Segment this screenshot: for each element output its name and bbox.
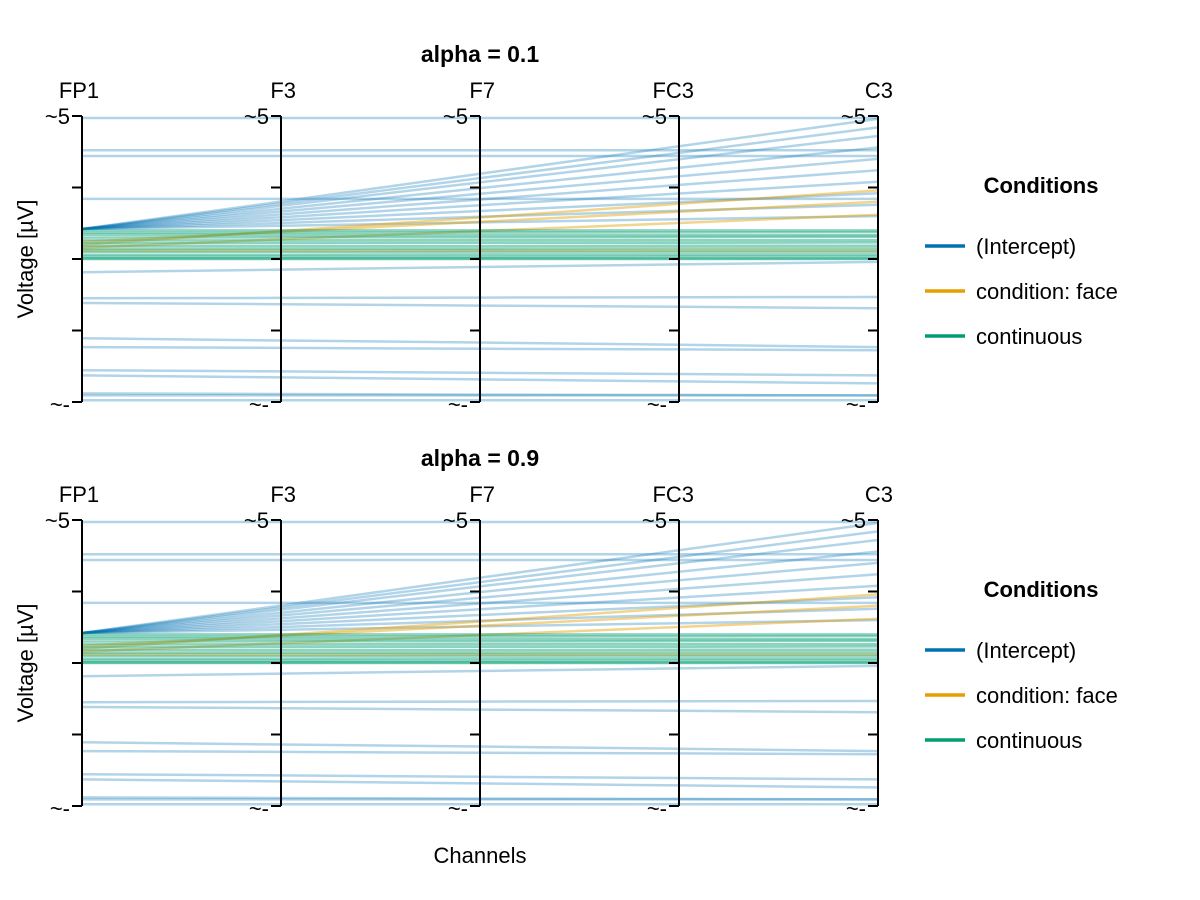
legend-item: (Intercept) — [925, 234, 1076, 259]
legend-label: (Intercept) — [976, 638, 1076, 663]
channel-label: FP1 — [59, 78, 99, 103]
channel-label: FC3 — [652, 482, 694, 507]
channel-axis-f7: F7~5 ~- — [443, 482, 495, 821]
tick-label-bottom: ~- — [846, 392, 866, 417]
tick-label-bottom: ~- — [647, 392, 667, 417]
tick-label-bottom: ~- — [647, 796, 667, 821]
panel-title: alpha = 0.1 — [421, 41, 539, 67]
channel-axis-fp1: FP1~5 ~- — [45, 482, 99, 821]
tick-label-top: ~5 — [244, 508, 269, 533]
channel-label: C3 — [865, 78, 893, 103]
legend-item: continuous — [925, 324, 1082, 349]
y-axis-label: Voltage [µV] — [13, 603, 38, 722]
channel-axis-f7: F7~5 ~- — [443, 78, 495, 417]
channel-label: F3 — [270, 78, 296, 103]
tick-label-top: ~5 — [45, 508, 70, 533]
legend-title: Conditions — [984, 577, 1099, 602]
legend-item: condition: face — [925, 683, 1118, 708]
tick-label-top: ~5 — [443, 104, 468, 129]
tick-label-bottom: ~- — [50, 796, 70, 821]
tick-label-top: ~5 — [642, 508, 667, 533]
channel-axis-c3: C3~5 ~- — [841, 482, 893, 821]
tick-label-bottom: ~- — [249, 392, 269, 417]
tick-label-top: ~5 — [841, 508, 866, 533]
legend-title: Conditions — [984, 173, 1099, 198]
tick-label-top: ~5 — [642, 104, 667, 129]
channel-label: F7 — [469, 482, 495, 507]
x-axis-label: Channels — [434, 843, 527, 868]
channel-label: F3 — [270, 482, 296, 507]
channel-axis-fc3: FC3~5 ~- — [642, 482, 694, 821]
tick-label-bottom: ~- — [448, 392, 468, 417]
channel-label: FC3 — [652, 78, 694, 103]
channel-axis-f3: F3~5 ~- — [244, 482, 296, 821]
legend-label: continuous — [976, 324, 1082, 349]
channel-axis-fc3: FC3~5 ~- — [642, 78, 694, 417]
tick-label-bottom: ~- — [448, 796, 468, 821]
tick-label-top: ~5 — [841, 104, 866, 129]
legend: Conditions (Intercept) condition: face cont… — [925, 173, 1118, 349]
legend-label: (Intercept) — [976, 234, 1076, 259]
tick-label-bottom: ~- — [249, 796, 269, 821]
legend-item: condition: face — [925, 279, 1118, 304]
channel-label: C3 — [865, 482, 893, 507]
tick-label-bottom: ~- — [50, 392, 70, 417]
channel-axis-fp1: FP1~5 ~- — [45, 78, 99, 417]
channel-axis-c3: C3~5 ~- — [841, 78, 893, 417]
legend-item: continuous — [925, 728, 1082, 753]
tick-label-bottom: ~- — [846, 796, 866, 821]
channel-axis-f3: F3~5 ~- — [244, 78, 296, 417]
tick-label-top: ~5 — [443, 508, 468, 533]
legend-item: (Intercept) — [925, 638, 1076, 663]
legend: Conditions (Intercept) condition: face cont… — [925, 577, 1118, 753]
panel-title: alpha = 0.9 — [421, 445, 539, 471]
tick-label-top: ~5 — [45, 104, 70, 129]
tick-label-top: ~5 — [244, 104, 269, 129]
legend-label: condition: face — [976, 683, 1118, 708]
legend-label: condition: face — [976, 279, 1118, 304]
y-axis-label: Voltage [µV] — [13, 199, 38, 318]
channel-label: F7 — [469, 78, 495, 103]
legend-label: continuous — [976, 728, 1082, 753]
channel-label: FP1 — [59, 482, 99, 507]
